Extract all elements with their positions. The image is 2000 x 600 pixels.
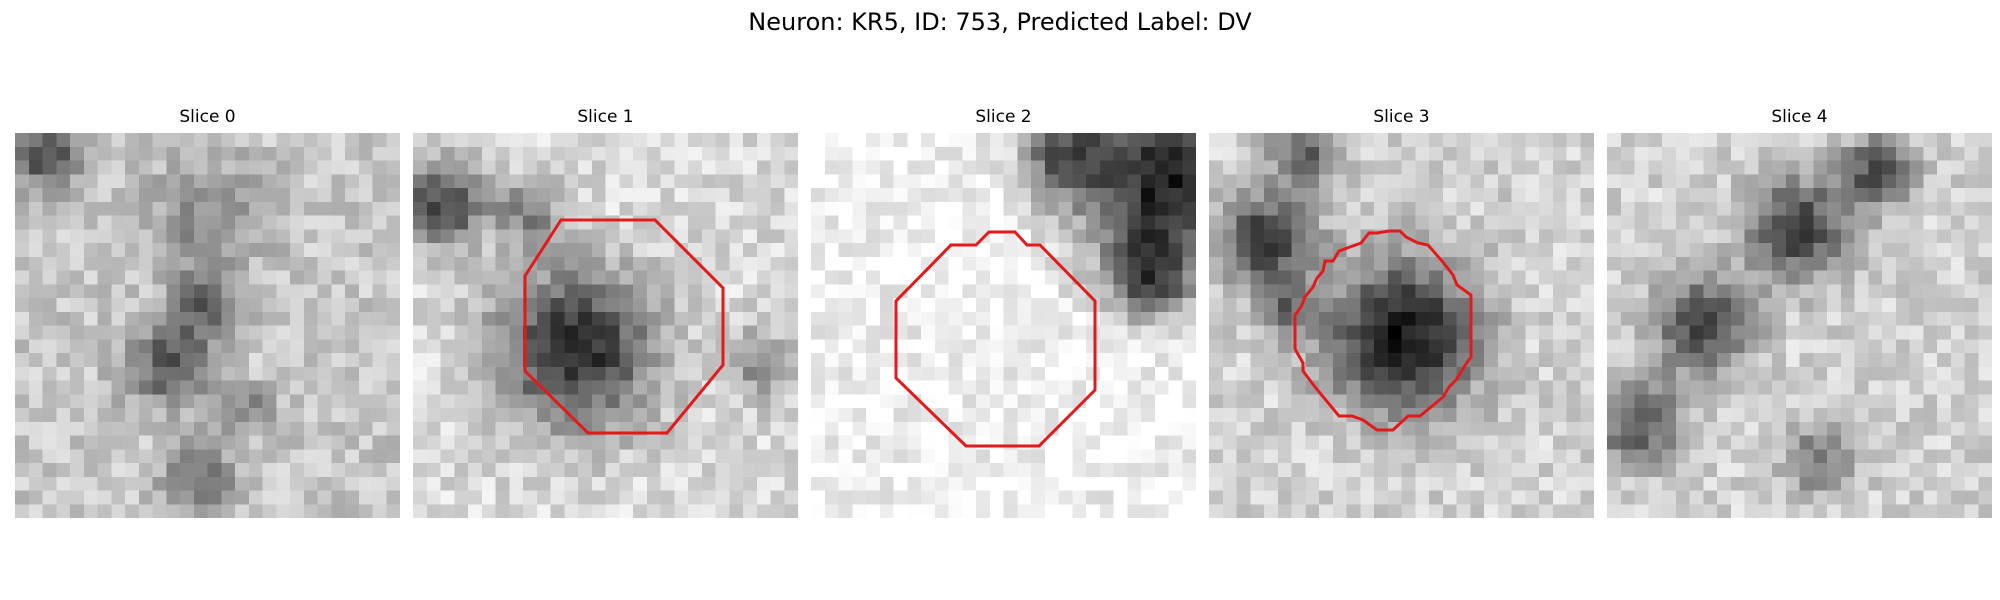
panel-slice-2: Slice 2 (811, 107, 1196, 518)
panel-slice-3: Slice 3 (1209, 107, 1594, 518)
slice-1-image (413, 133, 798, 518)
panel-title: Slice 1 (577, 107, 634, 127)
pixel-grid (811, 133, 1196, 518)
pixel-grid (413, 133, 798, 518)
slice-2-image (811, 133, 1196, 518)
panel-slice-4: Slice 4 (1607, 107, 1992, 518)
pixel-grid (1607, 133, 1992, 518)
figure-title: Neuron: KR5, ID: 753, Predicted Label: D… (748, 8, 1252, 36)
roi-outline (894, 230, 1097, 448)
pixel-grid (15, 133, 400, 518)
slice-0-image (15, 133, 400, 518)
slice-3-image (1209, 133, 1594, 518)
panel-slice-1: Slice 1 (413, 107, 798, 518)
panel-title: Slice 3 (1373, 107, 1430, 127)
roi-outline (1293, 229, 1473, 432)
roi-outline (523, 218, 725, 435)
panel-slice-0: Slice 0 (15, 107, 400, 518)
panel-title: Slice 2 (975, 107, 1032, 127)
panel-title: Slice 0 (179, 107, 236, 127)
pixel-grid (1209, 133, 1594, 518)
panel-title: Slice 4 (1771, 107, 1828, 127)
slice-4-image (1607, 133, 1992, 518)
